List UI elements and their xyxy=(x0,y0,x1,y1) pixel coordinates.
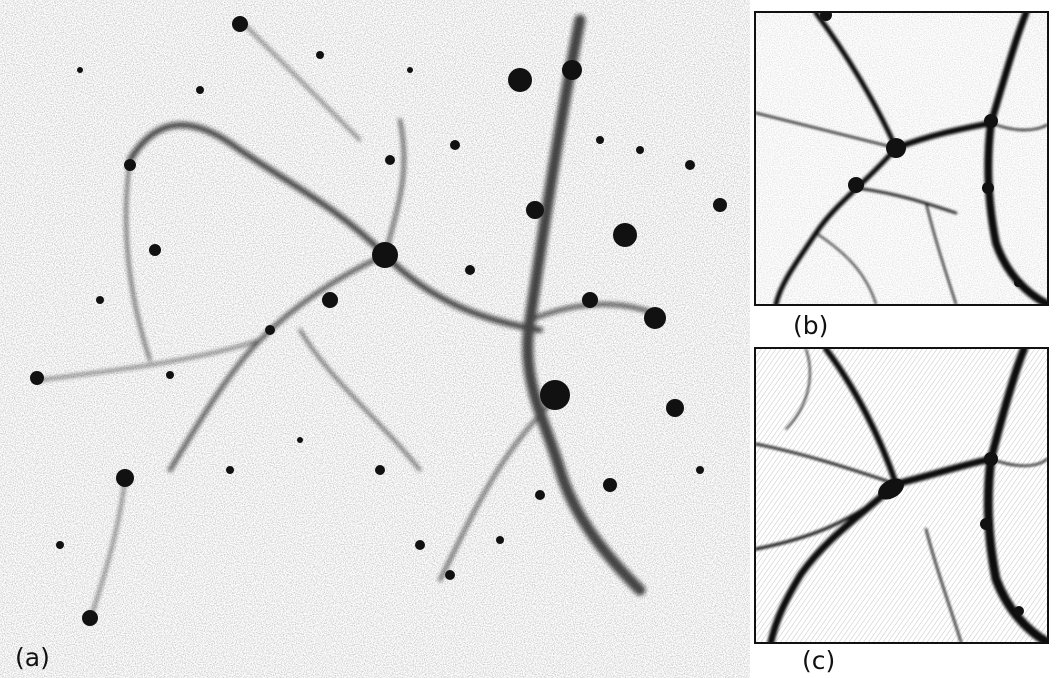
panel-label-c: (c) xyxy=(802,646,836,675)
filaments-a xyxy=(39,14,662,621)
particle-field-b xyxy=(756,13,1047,304)
halos-a xyxy=(30,16,727,626)
particle-field-a xyxy=(5,14,745,660)
panel-label-b: (b) xyxy=(793,311,829,340)
simulation-image-b xyxy=(754,11,1049,306)
simulation-image-a xyxy=(5,14,745,660)
tessellation-field-c xyxy=(756,349,1047,642)
simulation-image-c xyxy=(754,347,1049,644)
panel-label-a: (a) xyxy=(15,643,50,672)
